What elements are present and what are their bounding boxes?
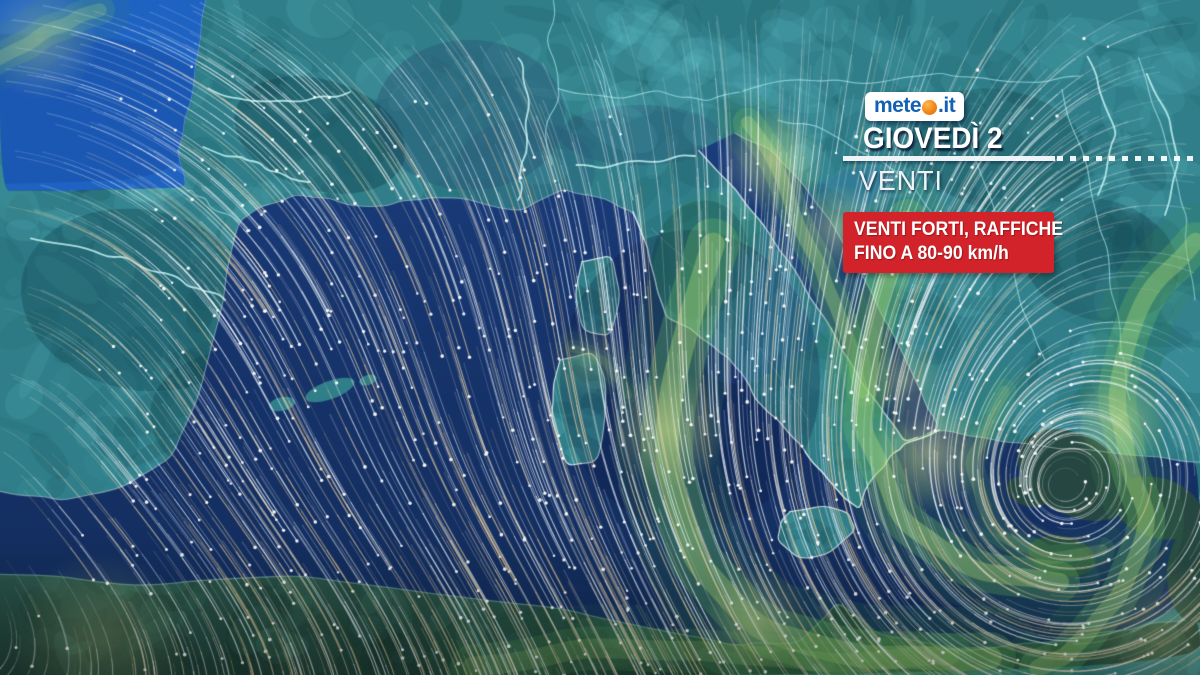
divider-rule-solid	[843, 156, 1055, 161]
logo-text-start: mete	[874, 94, 922, 117]
divider-rule-dashes	[1057, 156, 1200, 161]
date-heading: GIOVEDÌ 2	[863, 122, 1003, 155]
logo-o-icon	[922, 99, 938, 115]
alert-line-1: VENTI FORTI, RAFFICHE	[854, 219, 1064, 240]
meteo-logo: mete .it	[865, 92, 965, 121]
section-heading: VENTI	[859, 165, 943, 196]
alert-box: VENTI FORTI, RAFFICHE FINO A 80-90 km/h	[843, 212, 1064, 273]
divider-rule	[843, 156, 1200, 161]
logo-text-end: .it	[938, 94, 956, 117]
alert-line-2: FINO A 80-90 km/h	[854, 243, 1009, 264]
